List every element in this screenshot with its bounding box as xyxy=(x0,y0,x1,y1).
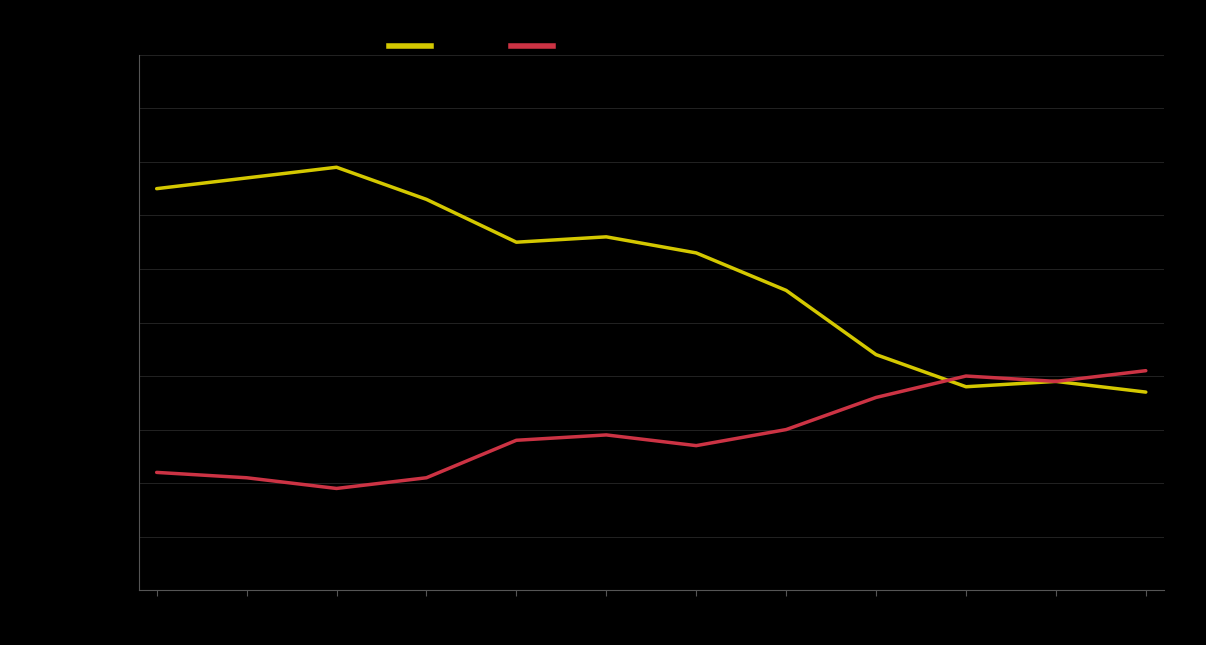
Legend: , : , xyxy=(382,31,573,63)
